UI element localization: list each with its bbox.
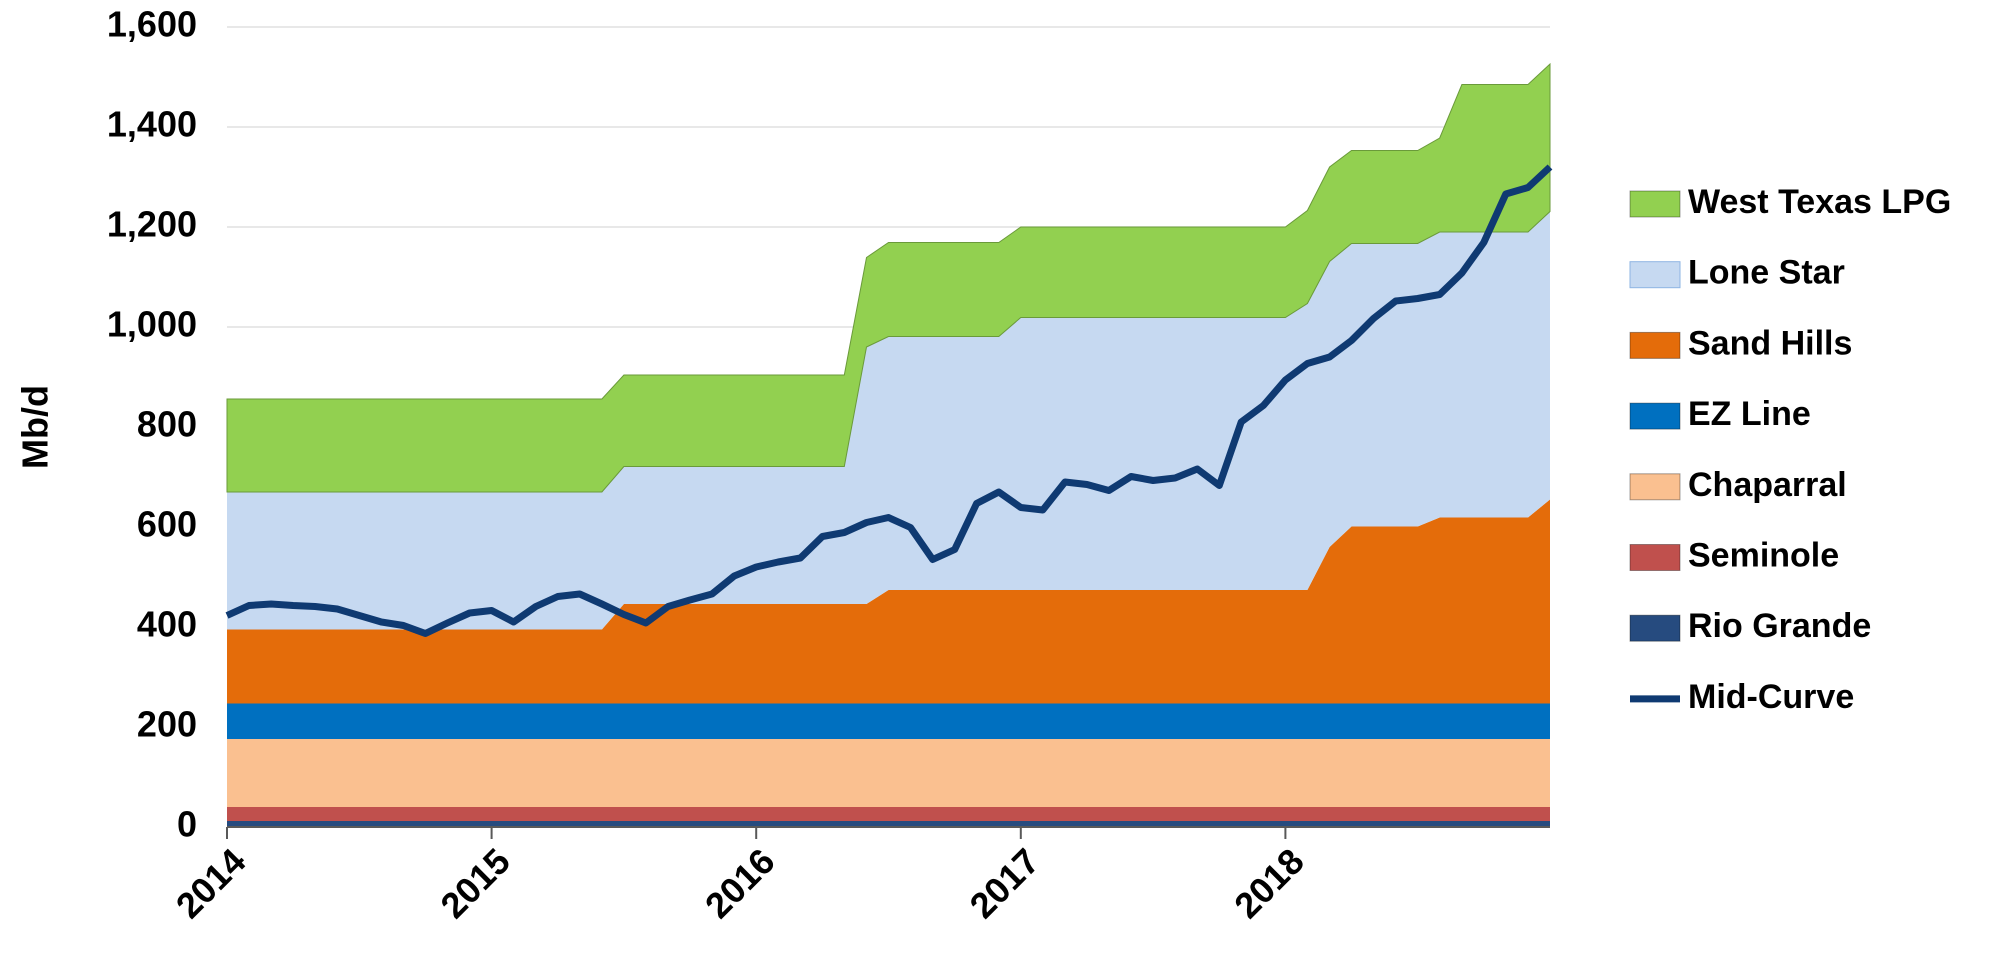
- legend-swatch: [1629, 402, 1681, 430]
- x-tick-label: 2017: [962, 840, 1048, 926]
- area: [227, 499, 1550, 704]
- x-tick-label: 2018: [1226, 840, 1312, 926]
- area: [227, 211, 1550, 630]
- legend-swatch: [1629, 190, 1681, 218]
- legend-label: West Texas LPG: [1688, 183, 1951, 221]
- legend-label: Seminole: [1688, 536, 1839, 574]
- y-tick-label: 400: [137, 604, 197, 645]
- y-tick-label: 600: [137, 504, 197, 545]
- x-tick-label: 2014: [168, 840, 254, 926]
- y-tick-label: 1,600: [107, 4, 197, 45]
- y-tick-label: 200: [137, 704, 197, 745]
- x-tick-label: 2015: [432, 840, 518, 926]
- legend-swatch: [1629, 331, 1681, 359]
- legend-label: Lone Star: [1688, 254, 1845, 292]
- area: [226, 62, 1551, 493]
- legend-label: Mid-Curve: [1688, 678, 1854, 716]
- y-tick-label: 1,200: [107, 204, 197, 245]
- area: [227, 807, 1550, 821]
- legend-swatch: [1629, 261, 1681, 289]
- legend-label: Chaparral: [1688, 466, 1847, 504]
- y-axis-label: Mb/d: [15, 385, 56, 469]
- legend-label: Sand Hills: [1688, 324, 1852, 362]
- legend-swatch: [1629, 544, 1681, 571]
- area: [227, 739, 1550, 807]
- x-tick-label: 2016: [697, 840, 783, 926]
- legend-label: Rio Grande: [1688, 607, 1871, 645]
- y-tick-label: 800: [137, 404, 197, 445]
- y-tick-label: 1,400: [107, 104, 197, 145]
- area: [227, 703, 1550, 739]
- legend-label: EZ Line: [1688, 395, 1811, 433]
- legend-swatch: [1629, 473, 1681, 501]
- line: [225, 164, 1553, 637]
- area: [227, 821, 1550, 827]
- y-tick-label: 1,000: [107, 304, 197, 345]
- legend-swatch: [1629, 614, 1681, 642]
- y-tick-label: 0: [177, 804, 197, 845]
